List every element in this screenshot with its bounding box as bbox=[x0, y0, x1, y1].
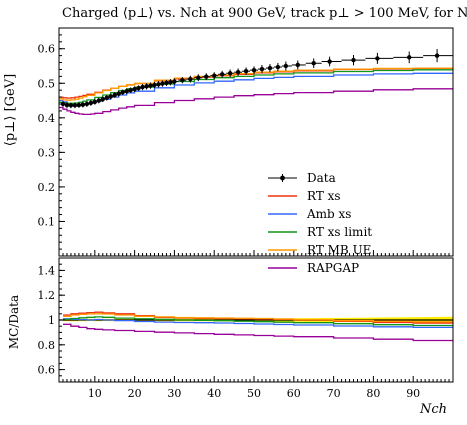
data-point bbox=[407, 55, 412, 60]
data-point bbox=[172, 79, 177, 84]
data-point bbox=[180, 77, 185, 83]
data-point bbox=[124, 89, 129, 94]
ratio-y-tick-label: 0.8 bbox=[38, 339, 56, 352]
data-point bbox=[204, 74, 209, 79]
main-y-axis-label: ⟨p⊥⟩ [GeV] bbox=[3, 74, 18, 146]
main-y-tick-label: 0.1 bbox=[38, 215, 56, 228]
data-point bbox=[327, 59, 332, 64]
data-point bbox=[128, 87, 133, 93]
data-point bbox=[144, 84, 149, 89]
data-point bbox=[84, 101, 90, 107]
data-point bbox=[351, 57, 356, 63]
data-point bbox=[434, 53, 440, 58]
data-point bbox=[235, 70, 241, 75]
x-tick-label: 80 bbox=[366, 387, 380, 400]
data-point bbox=[68, 103, 74, 108]
x-tick-label: 90 bbox=[406, 387, 420, 400]
ratio-y-tick-label: 0.6 bbox=[38, 364, 56, 377]
legend-label: RT MB UE bbox=[307, 243, 371, 257]
data-point bbox=[96, 98, 101, 103]
data-point bbox=[251, 67, 257, 73]
data-point bbox=[259, 66, 265, 72]
data-point bbox=[132, 86, 137, 92]
data-point bbox=[295, 62, 300, 68]
main-y-tick-label: 0.6 bbox=[38, 43, 56, 56]
data-point bbox=[80, 102, 86, 107]
ratio-y-tick-label: 1 bbox=[48, 314, 55, 327]
x-tick-label: 10 bbox=[88, 387, 102, 400]
data-point bbox=[100, 96, 105, 102]
data-point bbox=[148, 83, 153, 88]
ratio-line-rt-mb-ue bbox=[63, 313, 453, 323]
data-point bbox=[196, 75, 201, 80]
data-point bbox=[76, 102, 82, 108]
data-point bbox=[164, 80, 169, 86]
data-point bbox=[88, 100, 94, 106]
data-point bbox=[375, 56, 380, 61]
x-tick-label: 30 bbox=[167, 387, 181, 400]
data-point bbox=[212, 73, 217, 78]
mc-line-rt-mb-ue bbox=[59, 67, 453, 101]
ratio-line-amb-xs bbox=[63, 318, 453, 329]
data-point bbox=[116, 91, 121, 96]
ratio-y-axis-label: MC/Data bbox=[7, 295, 21, 349]
legend-label: RT xs limit bbox=[307, 225, 372, 239]
legend-label: RAPGAP bbox=[307, 261, 359, 275]
chart-title: Charged ⟨p⊥⟩ vs. Nch at 900 GeV, track p… bbox=[62, 6, 467, 21]
data-point bbox=[136, 85, 141, 91]
data-point bbox=[92, 99, 98, 105]
data-point bbox=[168, 80, 173, 85]
x-tick-label: 60 bbox=[287, 387, 301, 400]
x-tick-label: 70 bbox=[327, 387, 341, 400]
ratio-y-tick-label: 1.2 bbox=[38, 289, 56, 302]
x-tick-label: 40 bbox=[207, 387, 221, 400]
x-tick-label: 20 bbox=[128, 387, 142, 400]
data-point bbox=[112, 92, 117, 98]
legend-swatch-marker bbox=[280, 175, 285, 181]
data-point bbox=[219, 72, 225, 77]
ratio-y-tick-label: 1.4 bbox=[38, 264, 56, 277]
data-point bbox=[108, 94, 113, 99]
data-point bbox=[140, 84, 145, 90]
x-axis-label: Nch bbox=[419, 402, 447, 417]
main-y-tick-label: 0.2 bbox=[38, 181, 56, 194]
data-point bbox=[120, 90, 125, 95]
data-point bbox=[227, 71, 233, 76]
data-point bbox=[60, 101, 66, 107]
data-point bbox=[275, 64, 281, 70]
main-y-tick-label: 0.3 bbox=[38, 146, 56, 159]
mc-line-rapgap bbox=[59, 88, 453, 116]
data-point bbox=[152, 82, 157, 88]
mc-line-amb-xs bbox=[59, 72, 453, 106]
legend-label: RT xs bbox=[307, 189, 341, 203]
data-point bbox=[243, 68, 249, 74]
main-plot-frame bbox=[58, 27, 454, 257]
main-y-tick-label: 0.5 bbox=[38, 77, 56, 90]
data-point bbox=[160, 81, 165, 86]
ratio-line-rt-xs-limit bbox=[63, 316, 453, 327]
data-point bbox=[64, 102, 70, 108]
x-tick-label: 50 bbox=[247, 387, 261, 400]
legend-label: Data bbox=[307, 171, 336, 185]
data-point bbox=[283, 63, 289, 69]
data-point bbox=[156, 82, 161, 87]
data-point bbox=[104, 95, 109, 100]
main-y-tick-label: 0.4 bbox=[38, 112, 56, 125]
legend-label: Amb xs bbox=[306, 207, 351, 221]
data-point bbox=[72, 103, 78, 108]
data-point bbox=[188, 76, 193, 82]
ratio-line-rapgap bbox=[63, 323, 453, 342]
data-point bbox=[311, 61, 316, 66]
data-point bbox=[267, 65, 273, 71]
